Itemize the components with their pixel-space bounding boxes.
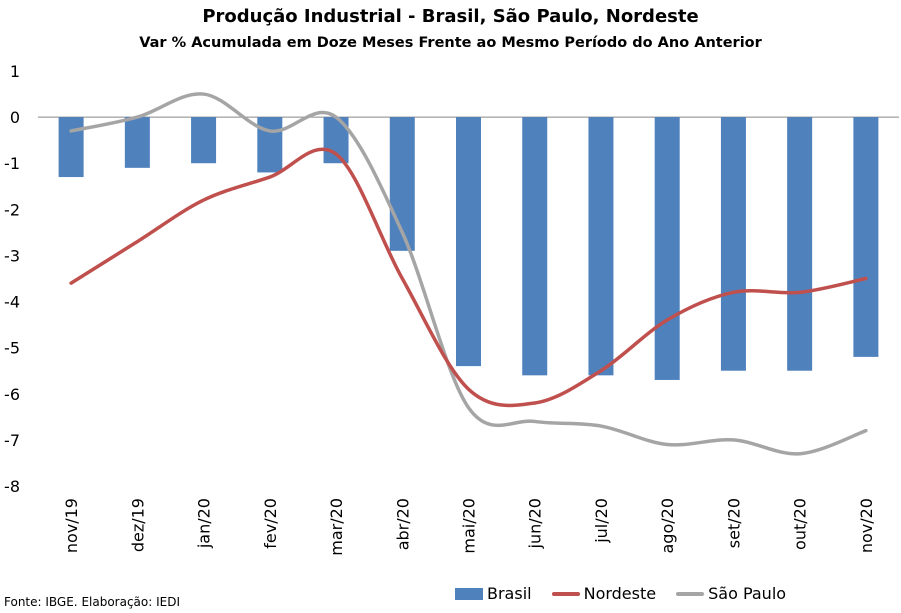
x-tick-label: set/20 <box>724 498 743 548</box>
bar-brasil <box>853 117 879 357</box>
bar-brasil <box>522 117 548 376</box>
legend-swatch-sao-paulo <box>676 591 705 596</box>
legend-label-sao-paulo: São Paulo <box>708 584 787 603</box>
legend-swatch-brasil <box>455 587 483 600</box>
legend-swatch-nordeste <box>551 591 580 596</box>
y-tick-label: 1 <box>10 62 20 81</box>
x-tick-label: dez/19 <box>128 498 147 552</box>
y-tick-label: -2 <box>4 200 20 219</box>
source-note: Fonte: IBGE. Elaboração: IEDI <box>4 595 181 609</box>
x-tick-label: abr/20 <box>393 498 412 550</box>
bar-brasil <box>257 117 283 173</box>
x-tick-label: ago/20 <box>658 498 677 554</box>
bar-brasil <box>456 117 481 367</box>
line-sao-paulo <box>69 92 868 456</box>
x-tick-label: nov/19 <box>62 498 81 553</box>
legend-item-brasil: Brasil <box>455 584 532 603</box>
legend: Brasil Nordeste São Paulo <box>455 584 806 603</box>
legend-label-nordeste: Nordeste <box>583 584 657 603</box>
y-tick-label: -1 <box>4 154 20 173</box>
x-tick-label: jan/20 <box>195 498 214 549</box>
bar-brasil <box>588 117 614 376</box>
x-tick-label: nov/20 <box>857 498 876 553</box>
y-tick-label: -3 <box>4 246 20 265</box>
x-tick-label: out/20 <box>791 498 810 550</box>
chart-title: Produção Industrial - Brasil, São Paulo,… <box>202 6 699 27</box>
bar-brasil <box>654 117 680 380</box>
bar-brasil <box>58 117 84 178</box>
y-tick-label: -8 <box>4 477 20 496</box>
x-tick-label: mai/20 <box>460 498 479 554</box>
legend-item-sao-paulo: São Paulo <box>676 584 786 603</box>
bar-brasil <box>720 117 746 371</box>
y-tick-label: -5 <box>4 339 20 358</box>
line-nordeste <box>69 147 868 408</box>
x-tick-label: mar/20 <box>327 498 346 556</box>
y-tick-label: -6 <box>4 385 20 404</box>
legend-item-nordeste: Nordeste <box>551 584 657 603</box>
bar-brasil <box>191 117 217 164</box>
legend-label-brasil: Brasil <box>487 584 532 603</box>
y-tick-label: -7 <box>4 431 20 450</box>
y-tick-label: 0 <box>10 108 20 127</box>
chart-subtitle: Var % Acumulada em Doze Meses Frente ao … <box>139 35 762 51</box>
x-tick-label: jun/20 <box>526 498 545 549</box>
bar-brasil <box>124 117 150 168</box>
y-tick-label: -4 <box>4 293 20 312</box>
x-tick-label: fev/20 <box>261 498 280 549</box>
bar-brasil <box>787 117 813 371</box>
x-tick-label: jul/20 <box>592 498 611 544</box>
